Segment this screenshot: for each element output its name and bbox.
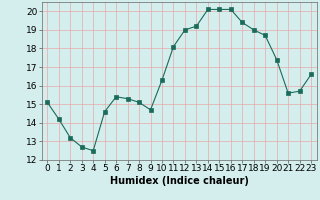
X-axis label: Humidex (Indice chaleur): Humidex (Indice chaleur) [110,176,249,186]
